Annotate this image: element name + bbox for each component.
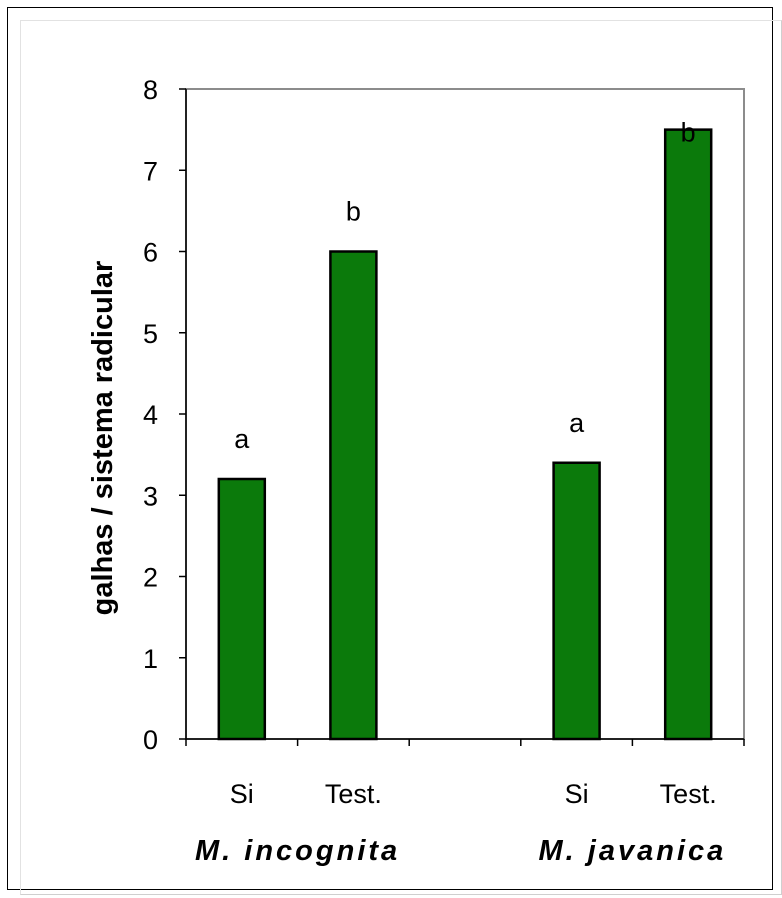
y-axis-title: galhas / sistema radicular xyxy=(87,261,119,616)
category-label: Test. xyxy=(325,779,382,809)
bar xyxy=(217,477,267,741)
chart-frame xyxy=(7,7,773,890)
y-tick-label: 3 xyxy=(143,481,158,511)
axes: 0 1 2 3 4 5 6 7 8 xyxy=(143,75,745,755)
group-label: M. javanica xyxy=(539,835,727,867)
plot-border xyxy=(185,88,745,740)
significance-label: b xyxy=(346,197,361,227)
bar xyxy=(663,128,713,741)
plot-area xyxy=(185,88,745,740)
y-tick-label: 8 xyxy=(143,75,158,105)
significance-label: a xyxy=(234,424,250,454)
significance-label: b xyxy=(681,118,696,148)
y-tick-label: 7 xyxy=(143,156,158,186)
bars xyxy=(217,128,713,741)
y-tick-label: 4 xyxy=(143,400,158,430)
category-label: Test. xyxy=(660,779,717,809)
significance-label: a xyxy=(569,408,585,438)
bar xyxy=(552,461,601,741)
bar xyxy=(329,250,378,741)
category-label: Si xyxy=(230,779,254,809)
y-tick-label: 6 xyxy=(143,238,158,268)
y-tick-label: 1 xyxy=(143,644,158,674)
y-tick-label: 2 xyxy=(143,563,158,593)
y-tick-label: 5 xyxy=(143,319,158,349)
y-tick-label: 0 xyxy=(143,725,158,755)
group-label: M. incognita xyxy=(195,835,400,867)
category-label: Si xyxy=(565,779,589,809)
labels: a Si b Test. M. incognita a Si b Test. M. javanic… xyxy=(195,118,727,867)
